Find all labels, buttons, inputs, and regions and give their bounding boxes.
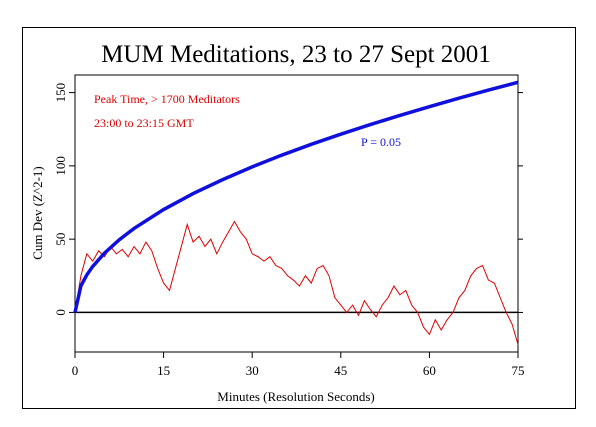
annotation: Peak Time, > 1700 Meditators bbox=[94, 92, 240, 106]
x-axis-label: Minutes (Resolution Seconds) bbox=[217, 389, 374, 404]
y-tick-label: 100 bbox=[53, 156, 68, 176]
x-tick-label: 45 bbox=[334, 363, 347, 378]
series-label: P = 0.05 bbox=[361, 135, 401, 149]
y-tick-label: 50 bbox=[53, 233, 68, 246]
y-axis-label: Cum Dev (Z^2-1) bbox=[30, 166, 45, 259]
y-tick-label: 150 bbox=[53, 83, 68, 103]
x-tick-label: 30 bbox=[246, 363, 259, 378]
data-line bbox=[74, 220, 519, 345]
x-tick-label: 0 bbox=[72, 363, 79, 378]
outer-frame bbox=[22, 27, 576, 409]
chart-title: MUM Meditations, 23 to 27 Sept 2001 bbox=[101, 41, 491, 68]
annotation: 23:00 to 23:15 GMT bbox=[94, 116, 194, 130]
x-tick-label: 15 bbox=[157, 363, 170, 378]
x-tick-label: 60 bbox=[423, 363, 436, 378]
plot-frame bbox=[74, 74, 519, 353]
threshold-curve bbox=[73, 80, 519, 313]
y-tick-label: 0 bbox=[53, 309, 68, 316]
x-tick-label: 75 bbox=[512, 363, 525, 378]
